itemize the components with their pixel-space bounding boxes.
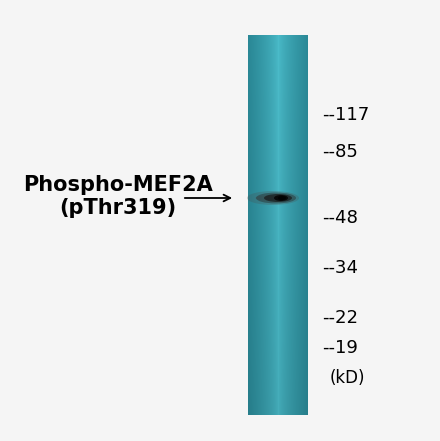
Text: (kD): (kD) bbox=[330, 369, 366, 387]
Text: Phospho-MEF2A: Phospho-MEF2A bbox=[23, 175, 213, 195]
Text: --117: --117 bbox=[322, 106, 369, 124]
Text: --85: --85 bbox=[322, 143, 358, 161]
Ellipse shape bbox=[255, 195, 277, 201]
Text: (pThr319): (pThr319) bbox=[59, 198, 176, 218]
Ellipse shape bbox=[256, 193, 296, 203]
Ellipse shape bbox=[247, 191, 299, 205]
Text: --34: --34 bbox=[322, 259, 358, 277]
Text: --48: --48 bbox=[322, 209, 358, 227]
Ellipse shape bbox=[278, 196, 286, 200]
Ellipse shape bbox=[274, 195, 288, 201]
Ellipse shape bbox=[264, 194, 292, 202]
Text: --22: --22 bbox=[322, 309, 358, 327]
Text: --19: --19 bbox=[322, 339, 358, 357]
